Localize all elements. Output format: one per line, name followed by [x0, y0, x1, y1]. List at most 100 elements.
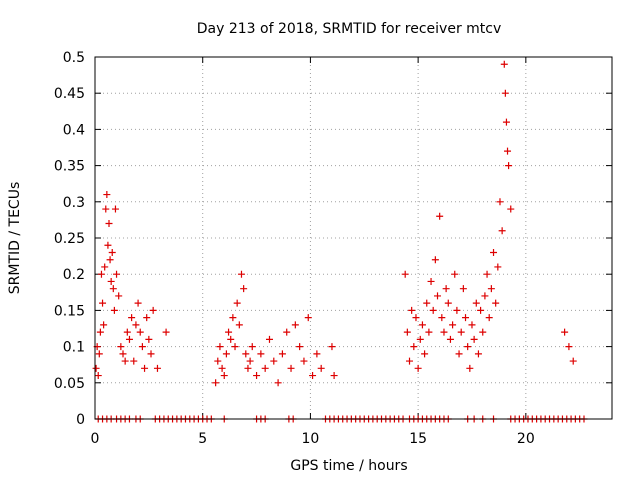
data-point — [565, 343, 573, 351]
data-point — [100, 321, 108, 329]
data-point — [414, 364, 422, 372]
data-point — [483, 270, 491, 278]
data-point — [138, 343, 146, 351]
data-point — [125, 335, 133, 343]
data-point — [235, 321, 243, 329]
data-point — [429, 306, 437, 314]
data-point — [134, 299, 142, 307]
data-point — [283, 328, 291, 336]
data-point — [455, 350, 463, 358]
data-point — [440, 328, 448, 336]
data-point — [162, 328, 170, 336]
axis-ticks: 0 5 10 15 20 0 0.05 0.1 0.15 0.2 0.25 0.3 0.35 0.4 0.4… — [54, 50, 612, 447]
x-tick-label: 10 — [302, 431, 320, 447]
data-point — [253, 372, 261, 380]
data-point — [265, 335, 273, 343]
data-point — [427, 277, 435, 285]
data-point — [507, 205, 515, 213]
data-point — [309, 372, 317, 380]
y-tick-label: 0.15 — [54, 303, 85, 319]
data-point — [466, 364, 474, 372]
data-point — [104, 241, 112, 249]
data-point — [502, 118, 510, 126]
data-point — [248, 343, 256, 351]
data-point — [490, 248, 498, 256]
data-point — [474, 350, 482, 358]
x-tick-label: 20 — [517, 431, 535, 447]
y-tick-label: 0.1 — [63, 340, 85, 356]
data-point — [237, 270, 245, 278]
data-point — [149, 306, 157, 314]
data-point — [121, 357, 129, 365]
data-point — [106, 256, 114, 264]
data-point — [481, 292, 489, 300]
data-point — [257, 350, 265, 358]
data-point — [485, 314, 493, 322]
y-tick-label: 0.05 — [54, 376, 85, 392]
data-point — [317, 364, 325, 372]
data-point — [472, 299, 480, 307]
chart-title: Day 213 of 2018, SRMTID for receiver mtc… — [197, 21, 502, 37]
data-point — [561, 328, 569, 336]
data-point — [457, 328, 465, 336]
data-point — [136, 328, 144, 336]
y-tick-label: 0 — [76, 412, 85, 428]
data-point — [498, 227, 506, 235]
data-point — [115, 292, 123, 300]
data-point — [421, 350, 429, 358]
data-point — [477, 306, 485, 314]
data-point — [412, 314, 420, 322]
data-point — [300, 357, 308, 365]
data-point — [304, 314, 312, 322]
data-point — [464, 343, 472, 351]
x-axis-label: GPS time / hours — [290, 458, 407, 474]
data-point — [141, 364, 149, 372]
data-point — [103, 191, 111, 199]
y-axis-label: SRMTID / TECUs — [7, 182, 23, 295]
data-point — [130, 357, 138, 365]
x-tick-label: 0 — [91, 431, 100, 447]
data-point — [449, 321, 457, 329]
data-point — [216, 343, 224, 351]
data-point — [94, 372, 102, 380]
plot-frame — [94, 56, 613, 420]
data-point — [403, 328, 411, 336]
data-point — [214, 357, 222, 365]
y-tick-label: 0.4 — [63, 122, 85, 138]
data-point — [504, 147, 512, 155]
data-point — [328, 343, 336, 351]
data-point — [270, 357, 278, 365]
data-point — [431, 256, 439, 264]
data-point — [110, 306, 118, 314]
data-point — [406, 357, 414, 365]
data-point — [244, 364, 252, 372]
data-point — [425, 328, 433, 336]
data-point — [231, 343, 239, 351]
data-point — [569, 357, 577, 365]
data-point — [410, 343, 418, 351]
data-point — [436, 212, 444, 220]
data-point — [96, 328, 104, 336]
data-point — [453, 306, 461, 314]
data-point — [95, 350, 103, 358]
data-point — [123, 328, 131, 336]
data-point — [220, 372, 228, 380]
data-point — [287, 364, 295, 372]
data-point — [459, 285, 467, 293]
data-point — [97, 270, 105, 278]
data-point — [111, 205, 119, 213]
data-point — [500, 60, 508, 68]
data-point — [145, 335, 153, 343]
data-point — [468, 321, 476, 329]
y-tick-label: 0.3 — [63, 195, 85, 211]
data-point — [438, 314, 446, 322]
y-tick-label: 0.25 — [54, 231, 85, 247]
data-point — [246, 357, 254, 365]
grid-lines — [95, 57, 612, 419]
data-point — [218, 364, 226, 372]
data-point — [117, 343, 125, 351]
data-point — [101, 263, 109, 271]
y-tick-label: 0.5 — [63, 50, 85, 66]
data-point — [107, 277, 115, 285]
